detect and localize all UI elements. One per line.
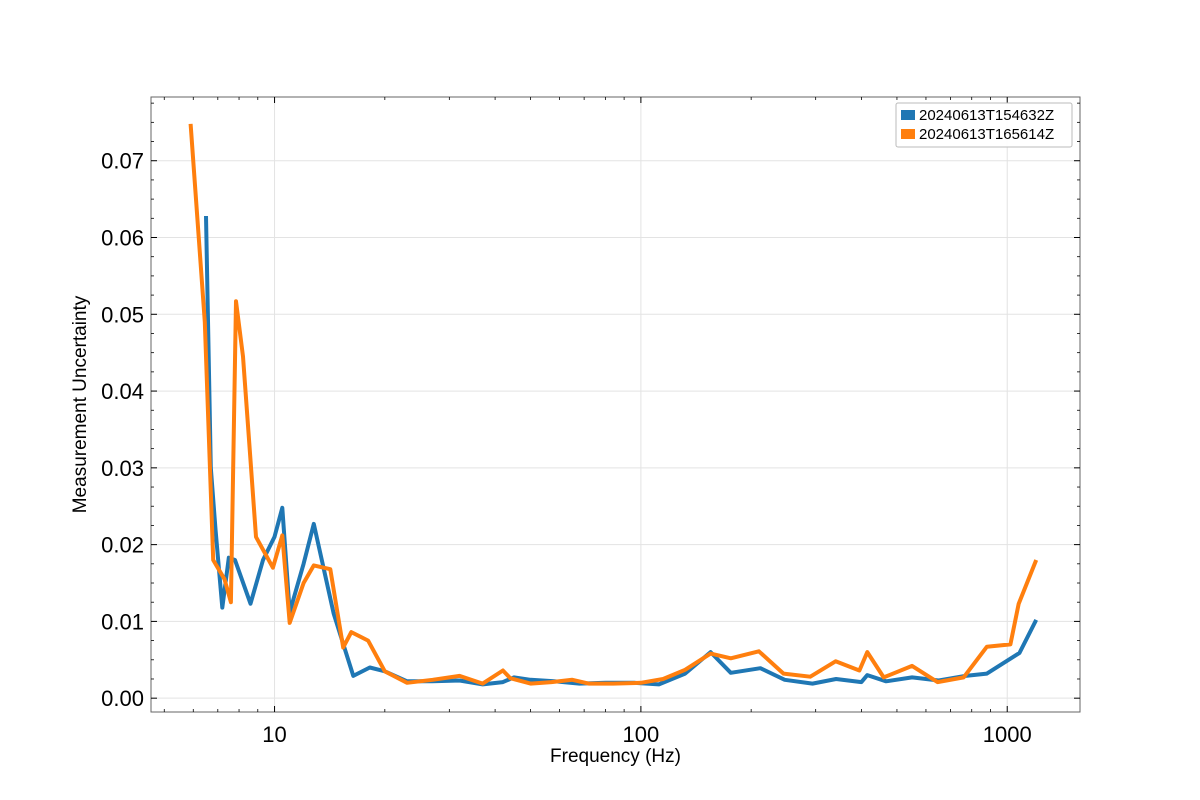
plot-frame: [150, 96, 1081, 713]
legend-box: [895, 102, 1073, 148]
legend-swatch: [901, 110, 915, 120]
tick-labels: 0.00 0.01 0.02 0.03 0.04 0.05 0.06 0.07 10 100 100…: [101, 149, 1032, 747]
y-tick-label: 0.05: [101, 302, 144, 327]
x-tick-label: 10: [262, 722, 286, 747]
x-tick-label: 100: [623, 722, 660, 747]
legend-swatch: [901, 129, 915, 139]
series-lines: [188, 123, 1039, 687]
y-tick-label: 0.04: [101, 379, 144, 404]
grid-lines: [151, 97, 1080, 712]
y-tick-label: 0.07: [101, 149, 144, 174]
y-tick-label: 0.01: [101, 609, 144, 634]
y-tick-label: 0.02: [101, 533, 144, 558]
legend-label: 20240613T154632Z: [919, 107, 1054, 124]
series-line-1: [188, 123, 1039, 686]
x-axis-label: Frequency (Hz): [550, 746, 681, 767]
y-tick-label: 0.00: [101, 686, 144, 711]
y-tick-label: 0.06: [101, 226, 144, 251]
y-tick-label: 0.03: [101, 456, 144, 481]
x-tick-label: 1000: [983, 722, 1032, 747]
y-axis-label: Measurement Uncertainty: [70, 295, 91, 513]
legend: 20240613T154632Z 20240613T165614Z: [895, 102, 1073, 148]
legend-label: 20240613T165614Z: [919, 126, 1054, 143]
axis-ticks: [151, 97, 1080, 712]
